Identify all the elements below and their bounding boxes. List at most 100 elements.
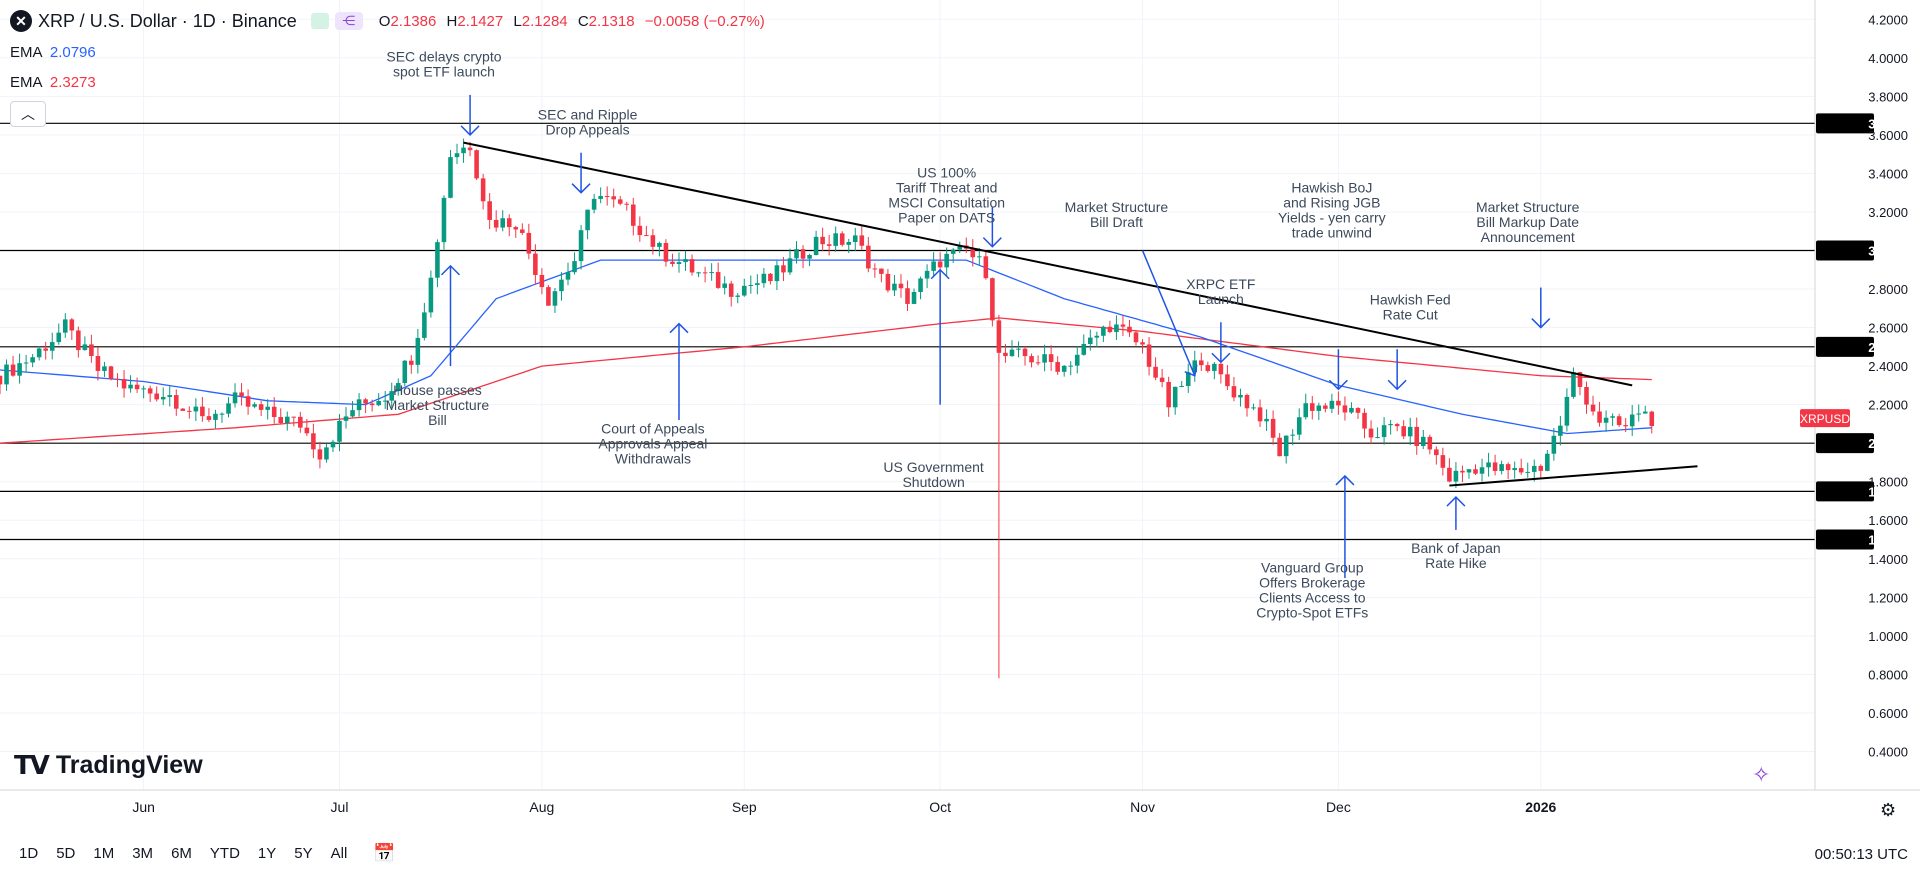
candle-body: [1055, 362, 1060, 372]
key-level-badge: [1816, 336, 1874, 357]
ema-fast-legend[interactable]: EMA 2.0796: [10, 44, 96, 61]
candle-body: [278, 417, 284, 424]
tradingview-logo[interactable]: 𝗧𝗩 TradingView: [14, 750, 203, 780]
candle-body: [493, 219, 499, 228]
annotation-label: XRPC ETF Launch: [1186, 276, 1255, 307]
gear-icon[interactable]: ⚙: [1880, 800, 1897, 820]
range-ytd[interactable]: YTD: [209, 845, 240, 862]
candle-body: [1349, 408, 1354, 413]
candle-body: [1035, 362, 1041, 364]
annotation-label: SEC and Ripple Drop Appeals: [538, 106, 638, 137]
sparkle-icon[interactable]: ✧: [1752, 762, 1771, 787]
candle-body: [193, 406, 199, 412]
candle-body: [911, 291, 917, 304]
key-level-label: 2.0000: [1868, 436, 1908, 451]
candle-body: [343, 416, 349, 421]
candle-body: [1486, 462, 1491, 468]
candle-body: [1616, 416, 1622, 426]
candle-body: [56, 332, 62, 343]
chevron-up-icon: ︿: [21, 106, 35, 122]
y-tick-label: 1.2000: [1868, 590, 1908, 605]
range-1m[interactable]: 1M: [93, 845, 115, 862]
candle-body: [506, 218, 512, 228]
candle-body: [200, 406, 205, 417]
market-status-icon[interactable]: [310, 13, 329, 29]
candle-body: [395, 382, 401, 392]
range-1y[interactable]: 1Y: [257, 845, 277, 862]
annotation-label: SEC delays crypto spot ETF launch: [386, 49, 501, 80]
range-6m[interactable]: 6M: [171, 845, 192, 862]
x-tick-label: Nov: [1130, 799, 1155, 815]
candle-body: [1218, 363, 1224, 375]
candle-body: [115, 378, 120, 380]
candle-body: [813, 236, 819, 256]
candle-body: [1505, 464, 1511, 471]
candle-body: [709, 272, 714, 274]
candle-body: [1042, 354, 1047, 363]
range-all[interactable]: All: [330, 845, 348, 862]
candle-body: [1460, 470, 1465, 473]
candle-body: [898, 283, 904, 289]
candle-body: [1114, 324, 1119, 333]
candle-body: [265, 406, 270, 410]
candle-body: [232, 392, 238, 404]
time-axis: Jun Jul Aug Sep Oct Nov Dec 2026: [0, 789, 1920, 815]
range-5d[interactable]: 5D: [56, 845, 76, 862]
candle-body: [1336, 400, 1341, 406]
candle-body: [663, 242, 669, 262]
candle-body: [1434, 449, 1439, 456]
share-icon[interactable]: ⋲: [334, 12, 363, 30]
candle-body: [728, 283, 734, 297]
annotation-label: Court of Appeals Approvals Appeal Withdraw…: [598, 421, 707, 467]
candle-body: [1323, 405, 1328, 409]
candle-body: [1368, 428, 1374, 438]
range-5y[interactable]: 5Y: [294, 845, 313, 862]
symbol-title[interactable]: XRP / U.S. Dollar · 1D · Binance: [38, 10, 297, 31]
candle-body: [1388, 424, 1393, 426]
candle-body: [800, 249, 806, 259]
range-1d[interactable]: 1D: [19, 845, 39, 862]
candle-body: [1499, 464, 1504, 471]
collapse-legend-button[interactable]: ︿: [10, 101, 46, 127]
candle-body: [121, 379, 127, 389]
utc-clock[interactable]: 00:50:13 UTC: [1814, 846, 1908, 863]
ema-slow-legend[interactable]: EMA 2.3273: [10, 74, 96, 91]
candle-body: [1048, 354, 1054, 363]
candle-body: [578, 230, 584, 262]
candle-body: [611, 196, 616, 200]
candle-body: [1649, 411, 1655, 427]
candle-body: [533, 253, 538, 275]
candle-body: [1029, 356, 1034, 363]
candle-body: [1133, 332, 1139, 343]
candle-body: [859, 235, 865, 246]
candle-body: [565, 272, 571, 280]
candle-body: [252, 404, 257, 407]
candle-body: [1094, 335, 1100, 338]
candle-body: [1074, 354, 1080, 366]
y-tick-label: 2.8000: [1868, 282, 1908, 297]
y-tick-label: 1.4000: [1868, 552, 1908, 567]
candle-body: [990, 278, 995, 321]
price-change: −0.0058 (−0.27%): [644, 12, 765, 30]
candle-body: [330, 441, 336, 448]
calendar-icon[interactable]: 📅: [373, 843, 396, 863]
candle-body: [467, 147, 473, 151]
candle-body: [1636, 413, 1642, 415]
candle-body: [474, 150, 479, 179]
xrp-icon[interactable]: ✕: [10, 10, 32, 32]
candle-body: [1610, 416, 1615, 418]
candle-body: [10, 364, 16, 376]
candle-body: [977, 256, 982, 258]
range-3m[interactable]: 3M: [132, 845, 154, 862]
candle-body: [154, 393, 159, 400]
candle-body: [1212, 363, 1217, 371]
y-tick-label: 4.2000: [1868, 12, 1908, 27]
candle-body: [389, 391, 395, 401]
candle-body: [1107, 326, 1113, 333]
annotation-label: Vanguard Group Offers Brokerage Clients Ac…: [1256, 559, 1368, 620]
annotation-label: Hawkish BoJ and Rising JGB Yields - yen ca…: [1278, 180, 1386, 241]
annotation-arrow: [1141, 250, 1196, 377]
candle-body: [781, 265, 786, 273]
candle-body: [448, 157, 453, 198]
